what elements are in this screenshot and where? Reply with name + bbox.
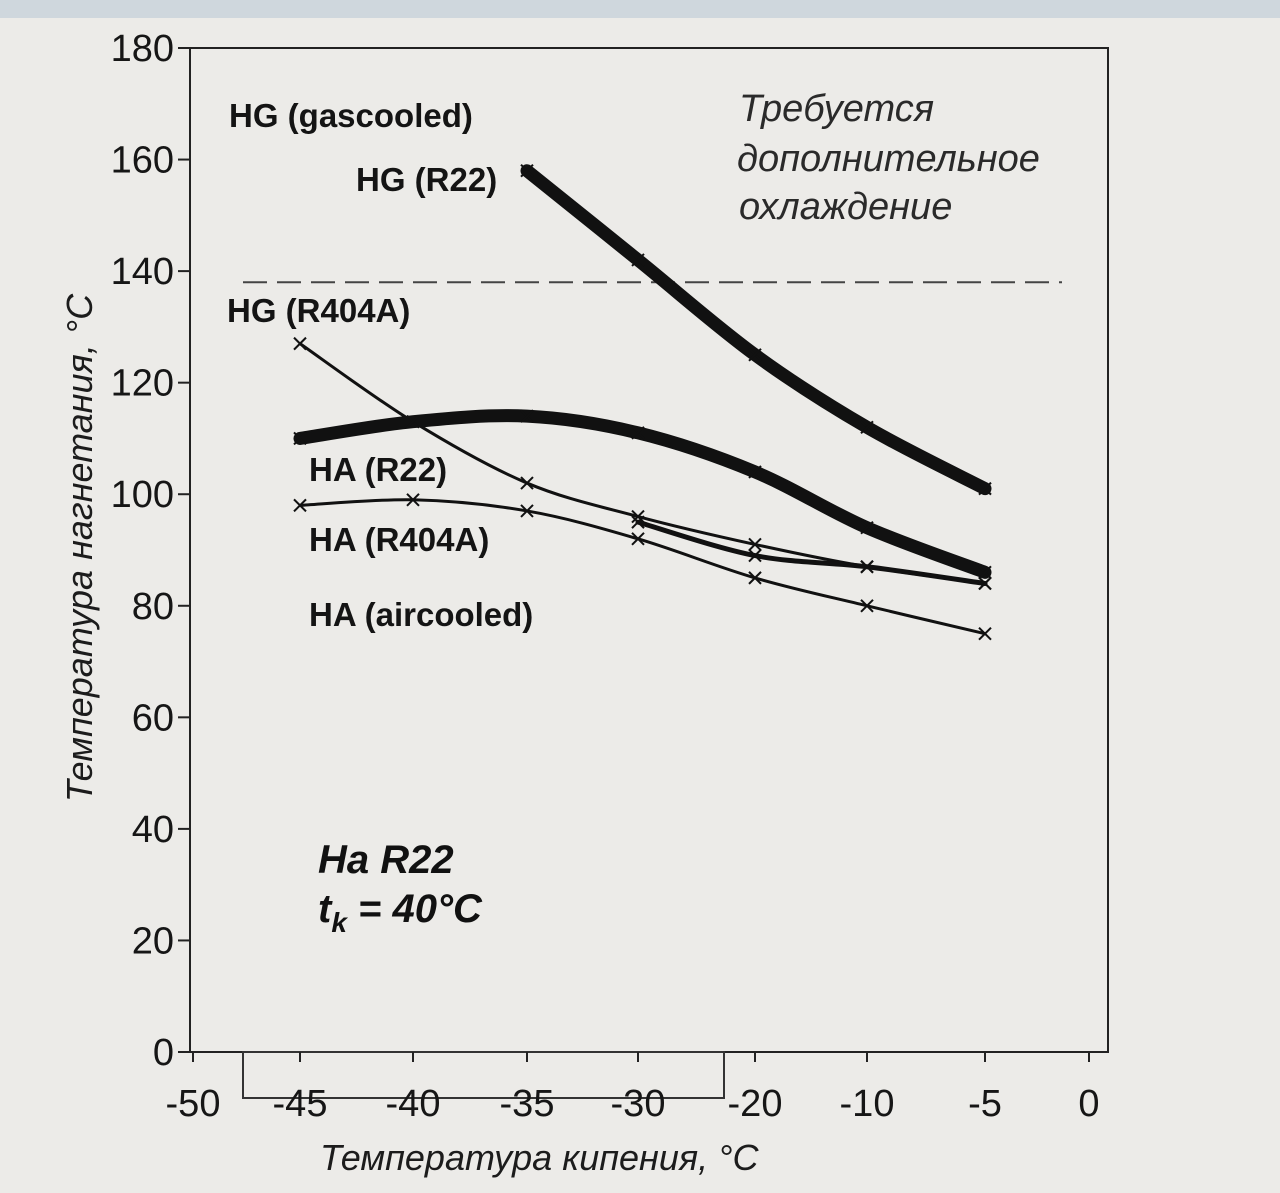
y-tick-label: 120 (111, 363, 174, 405)
y-tick-label: 180 (111, 28, 174, 70)
series-point (293, 498, 307, 513)
y-tick-label: 40 (132, 809, 174, 851)
series-point (631, 426, 645, 440)
annotation-line-1: Требуется (739, 88, 934, 130)
series-point (748, 548, 762, 563)
series-point (978, 626, 992, 641)
series-point (631, 253, 645, 267)
y-axis-ticks: 0 20 40 60 80 100 120 140 160 180 (111, 28, 190, 1074)
series-point (631, 532, 645, 546)
series-point (748, 348, 762, 362)
condition-tk-value: = 40°C (347, 887, 483, 931)
y-tick-label: 0 (153, 1032, 174, 1074)
series-group (293, 164, 992, 641)
label-hg-gascooled: HG (gascooled) (229, 97, 473, 134)
series-point (748, 571, 762, 585)
condition-refrigerant: На R22 (318, 838, 454, 882)
condition-tk-sub: k (331, 907, 348, 938)
label-hg-r404a: HG (R404A) (227, 292, 410, 329)
series-point (978, 565, 992, 580)
series-point (520, 409, 534, 423)
condition-tk: tk = 40°C (318, 887, 483, 938)
x-tick-label: -45 (273, 1083, 328, 1125)
series-point (860, 520, 874, 535)
top-edge (0, 0, 1280, 18)
series-point (978, 576, 992, 591)
series-point (293, 431, 307, 446)
label-ha-aircooled: HA (aircooled) (309, 596, 533, 633)
series-point (520, 164, 534, 178)
y-tick-label: 80 (132, 586, 174, 628)
y-tick-label: 160 (111, 140, 174, 182)
series-point (406, 493, 420, 507)
x-tick-label: -40 (386, 1083, 441, 1125)
x-axis-ticks: -50 -45 -40 -35 -30 -20 -10 -5 0 (166, 1052, 1100, 1125)
label-ha-r404a: HA (R404A) (309, 521, 489, 558)
series-line-3 (635, 519, 988, 586)
annotation-line-3: охлаждение (739, 186, 952, 228)
x-tick-label: -5 (968, 1083, 1002, 1125)
series-point (631, 515, 645, 529)
y-axis-label: Температура нагнетания, °С (59, 293, 100, 802)
y-tick-label: 20 (132, 920, 174, 962)
inset-box (242, 1051, 725, 1099)
series-point (520, 504, 534, 518)
label-hg-r22: HG (R22) (356, 161, 497, 198)
series-point (748, 465, 762, 479)
series-point (860, 420, 874, 434)
series-point (748, 537, 762, 552)
series-point (520, 476, 534, 490)
series-point (860, 599, 874, 613)
y-tick-label: 100 (111, 474, 174, 516)
series-point (293, 336, 307, 351)
x-tick-label: -35 (500, 1083, 555, 1125)
x-tick-label: -10 (840, 1083, 895, 1125)
annotation-line-2: дополнительное (737, 138, 1040, 180)
x-axis-label: Температура кипения, °С (320, 1137, 760, 1178)
x-tick-label: 0 (1078, 1083, 1099, 1125)
series-point (406, 415, 420, 429)
series-point (860, 560, 874, 574)
x-tick-label: -50 (166, 1083, 221, 1125)
x-tick-label: -30 (611, 1083, 666, 1125)
y-tick-label: 60 (132, 697, 174, 739)
y-tick-label: 140 (111, 251, 174, 293)
label-ha-r22: HA (R22) (309, 451, 447, 488)
series-point (978, 481, 992, 496)
x-tick-label: -20 (728, 1083, 783, 1125)
condition-tk-symbol: t (318, 887, 333, 931)
paper-background (0, 18, 1280, 1193)
series-point (631, 509, 645, 524)
